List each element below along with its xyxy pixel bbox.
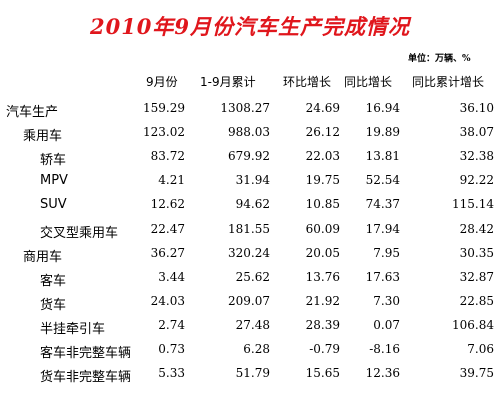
row-label: SUV [40,197,67,213]
table-row: 货车 24.03 209.07 21.92 7.30 22.85 [0,294,500,318]
yoy-growth-value: 19.89 [365,125,400,140]
yoy-growth-value: 17.63 [365,269,400,284]
ytd-value: 27.48 [235,317,270,332]
ytd-value: 25.62 [235,269,270,284]
mom-growth-value: 24.69 [305,101,340,115]
yoy-growth-value: -8.16 [369,342,400,356]
row-label: 货车非完整车辆 [40,370,132,386]
row-label: 商用车 [23,249,63,265]
table-row: 客车非完整车辆 0.73 6.28 -0.79 -8.16 7.06 [0,342,500,366]
yoy-growth-value: 0.07 [373,317,400,332]
ytd-yoy-growth-value: 30.35 [459,245,494,260]
column-header-ytd: 1-9月累计 [200,75,256,89]
ytd-value: 181.55 [228,221,270,236]
row-label: 汽车生产 [6,105,59,120]
row-label: 轿车 [40,153,67,169]
column-header-ytd-yoy-growth: 同比累计增长 [412,75,485,89]
table-row: 货车非完整车辆 5.33 51.79 15.65 12.36 39.75 [0,366,500,390]
column-header-month: 9月份 [146,75,178,89]
row-label: 乘用车 [23,129,63,145]
row-label: 货车 [40,297,67,313]
table-row: MPV 4.21 31.94 19.75 52.54 92.22 [0,173,500,197]
column-header-mom-growth: 环比增长 [283,75,332,89]
yoy-growth-value: 16.94 [365,101,400,115]
ytd-yoy-growth-value: 36.10 [459,101,494,115]
month-value: 159.29 [143,101,185,115]
table-row: 商用车 36.27 320.24 20.05 7.95 30.35 [0,246,500,270]
yoy-growth-value: 52.54 [365,173,400,188]
table-row: SUV 12.62 94.62 10.85 74.37 115.14 [0,197,500,221]
yoy-growth-value: 7.30 [373,293,400,308]
table-row: 汽车生产 159.29 1308.27 24.69 16.94 36.10 [0,101,500,125]
ytd-value: 679.92 [228,149,270,164]
month-value: 24.03 [150,293,185,308]
unit-note: 单位：万辆、% [408,54,471,64]
mom-growth-value: -0.79 [309,342,340,356]
mom-growth-value: 22.03 [305,149,340,164]
row-label: 客车 [40,273,67,289]
month-value: 123.02 [143,125,185,140]
row-label: MPV [40,173,68,189]
ytd-value: 988.03 [228,125,270,140]
table-row: 客车 3.44 25.62 13.76 17.63 32.87 [0,270,500,294]
ytd-yoy-growth-value: 32.87 [459,269,494,284]
ytd-value: 1308.27 [220,101,270,115]
month-value: 3.44 [158,269,185,284]
month-value: 36.27 [150,245,185,260]
ytd-yoy-growth-value: 28.42 [459,221,494,236]
ytd-yoy-growth-value: 32.38 [459,149,494,164]
page-title: 2010年9月份汽车生产完成情况 [89,14,411,39]
mom-growth-value: 15.65 [305,366,340,381]
mom-growth-value: 20.05 [305,245,340,260]
ytd-yoy-growth-value: 115.14 [452,197,494,212]
ytd-value: 94.62 [235,197,270,212]
month-value: 0.73 [158,342,185,356]
month-value: 2.74 [158,317,185,332]
month-value: 83.72 [150,149,185,164]
ytd-yoy-growth-value: 38.07 [459,125,494,140]
mom-growth-value: 60.09 [305,221,340,236]
ytd-value: 6.28 [243,342,270,356]
ytd-yoy-growth-value: 92.22 [459,173,494,188]
ytd-value: 209.07 [228,293,270,308]
yoy-growth-value: 12.36 [365,366,400,381]
row-label: 交叉型乘用车 [40,225,119,241]
table-row: 乘用车 123.02 988.03 26.12 19.89 38.07 [0,125,500,149]
yoy-growth-value: 7.95 [373,245,400,260]
mom-growth-value: 21.92 [305,293,340,308]
ytd-yoy-growth-value: 7.06 [467,342,494,356]
yoy-growth-value: 17.94 [365,221,400,236]
month-value: 12.62 [150,197,185,212]
yoy-growth-value: 74.37 [365,197,400,212]
mom-growth-value: 19.75 [305,173,340,188]
ytd-value: 31.94 [235,173,270,188]
table-row: 半挂牵引车 2.74 27.48 28.39 0.07 106.84 [0,318,500,342]
ytd-value: 320.24 [228,245,270,260]
month-value: 4.21 [158,173,185,188]
ytd-yoy-growth-value: 22.85 [459,293,494,308]
month-value: 22.47 [150,221,185,236]
mom-growth-value: 28.39 [305,317,340,332]
mom-growth-value: 10.85 [305,197,340,212]
yoy-growth-value: 13.81 [365,149,400,164]
ytd-yoy-growth-value: 106.84 [452,317,494,332]
month-value: 5.33 [158,366,185,381]
row-label: 客车非完整车辆 [40,346,132,361]
column-header-yoy-growth: 同比增长 [344,75,393,89]
ytd-value: 51.79 [235,366,270,381]
table-row: 轿车 83.72 679.92 22.03 13.81 32.38 [0,149,500,173]
table-row: 交叉型乘用车 22.47 181.55 60.09 17.94 28.42 [0,222,500,246]
mom-growth-value: 26.12 [305,125,340,140]
row-label: 半挂牵引车 [40,321,106,337]
ytd-yoy-growth-value: 39.75 [459,366,494,381]
mom-growth-value: 13.76 [305,269,340,284]
